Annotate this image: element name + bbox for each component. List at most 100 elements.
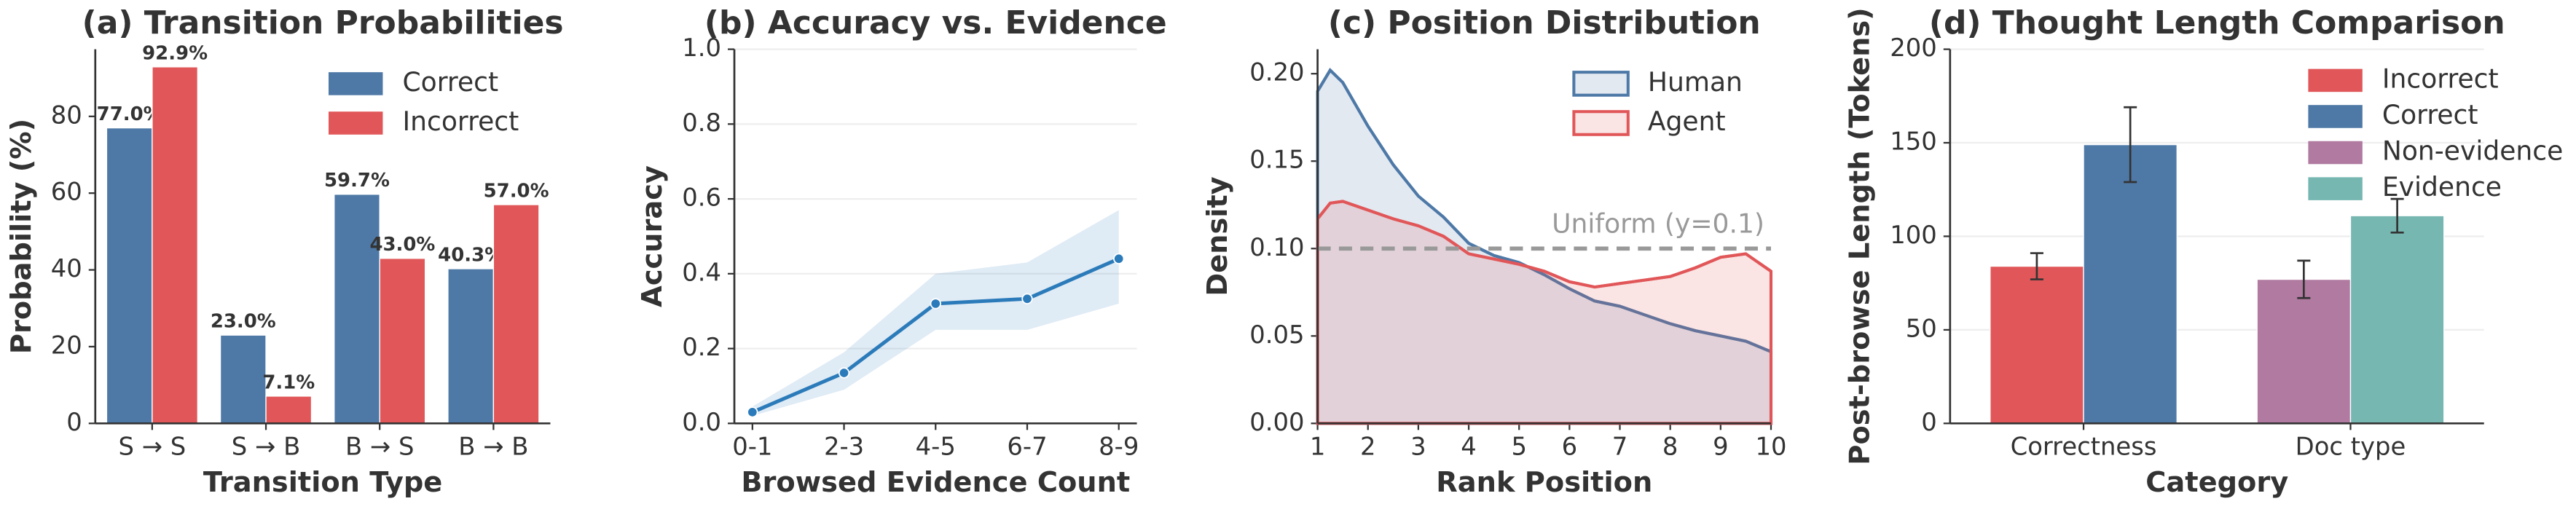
bar bbox=[492, 204, 540, 425]
y-tick-label: 0 bbox=[66, 408, 82, 436]
x-tick-label: 4-5 bbox=[916, 433, 956, 461]
x-tick-label: Doc type bbox=[2296, 433, 2406, 461]
density-line bbox=[1316, 200, 1772, 289]
legend-label: Correct bbox=[2382, 100, 2478, 130]
chart-title: (a) Transition Probabilities bbox=[82, 4, 564, 42]
x-tick-label: 6 bbox=[1562, 433, 1578, 461]
bar bbox=[334, 194, 380, 425]
value-label: 59.7% bbox=[324, 170, 390, 192]
bar bbox=[1990, 265, 2084, 425]
x-tick-label: Correctness bbox=[2011, 433, 2157, 461]
y-tick-label: 50 bbox=[1906, 314, 1937, 342]
point bbox=[747, 406, 758, 418]
bar bbox=[2256, 278, 2352, 425]
y-tick-label: 0.05 bbox=[1249, 320, 1304, 349]
legend-swatch bbox=[2308, 141, 2363, 165]
x-axis-label: Browsed Evidence Count bbox=[741, 466, 1130, 499]
y-tick-label: 0.15 bbox=[1249, 146, 1304, 174]
y-tick-label: 1.0 bbox=[682, 34, 721, 62]
x-tick-label: 8-9 bbox=[1099, 433, 1139, 461]
y-axis-label: Density bbox=[1201, 176, 1234, 296]
y-axis-label: Post-browse Length (Tokens) bbox=[1844, 7, 1877, 465]
chart-title: (d) Thought Length Comparison bbox=[1929, 4, 2505, 42]
x-tick-label: 10 bbox=[1755, 433, 1786, 461]
y-tick-label: 200 bbox=[1890, 34, 1937, 62]
y-tick-label: 0.8 bbox=[682, 109, 721, 137]
legend-swatch bbox=[1572, 71, 1630, 97]
y-tick-label: 20 bbox=[51, 331, 82, 359]
bar bbox=[2083, 143, 2178, 425]
value-label: 57.0% bbox=[484, 180, 549, 202]
x-tick-label: B → B bbox=[458, 433, 528, 461]
y-axis-label: Accuracy bbox=[636, 165, 669, 307]
x-axis-label: Category bbox=[2145, 466, 2288, 499]
legend-swatch bbox=[1572, 110, 1630, 136]
legend-label: Agent bbox=[1648, 106, 1726, 137]
x-tick-label: 4 bbox=[1461, 433, 1477, 461]
x-tick-label: S → B bbox=[232, 433, 300, 461]
y-tick-label: 0.4 bbox=[682, 258, 721, 286]
value-label: 92.9% bbox=[142, 42, 208, 64]
value-label: 7.1% bbox=[262, 371, 315, 393]
x-axis-label: Transition Type bbox=[203, 466, 442, 499]
chart-title: (b) Accuracy vs. Evidence bbox=[704, 4, 1167, 42]
y-tick-label: 60 bbox=[51, 178, 82, 206]
y-tick-label: 100 bbox=[1890, 221, 1937, 249]
x-tick-label: 7 bbox=[1612, 433, 1628, 461]
point bbox=[1021, 293, 1033, 304]
y-tick-label: 0.2 bbox=[682, 333, 721, 361]
x-tick-label: 0-1 bbox=[732, 433, 772, 461]
bar bbox=[2349, 215, 2445, 425]
x-tick-label: 9 bbox=[1713, 433, 1729, 461]
x-tick-label: 2-3 bbox=[824, 433, 864, 461]
bar bbox=[447, 268, 495, 425]
y-axis-label: Probability (%) bbox=[5, 119, 38, 354]
x-tick-label: 6-7 bbox=[1007, 433, 1047, 461]
legend-swatch bbox=[2308, 177, 2363, 200]
x-tick-label: 5 bbox=[1511, 433, 1527, 461]
value-label: 40.3% bbox=[438, 244, 503, 266]
legend-swatch bbox=[329, 111, 383, 135]
y-tick-label: 0.6 bbox=[682, 184, 721, 212]
bar bbox=[219, 334, 267, 425]
value-label: 23.0% bbox=[211, 311, 276, 333]
legend-label: Non-evidence bbox=[2382, 136, 2563, 167]
legend-label: Incorrect bbox=[2382, 63, 2499, 94]
x-tick-label: 3 bbox=[1410, 433, 1426, 461]
bar bbox=[152, 66, 199, 425]
y-tick-label: 150 bbox=[1890, 127, 1937, 156]
bar bbox=[265, 395, 313, 425]
ci-band bbox=[752, 210, 1119, 417]
legend-label: Incorrect bbox=[403, 106, 519, 137]
value-label: 77.0% bbox=[97, 103, 162, 125]
x-axis-label: Rank Position bbox=[1436, 466, 1652, 499]
y-tick-label: 80 bbox=[51, 101, 82, 129]
y-tick-label: 0.00 bbox=[1249, 408, 1304, 436]
bar bbox=[379, 258, 426, 425]
chart-title: (c) Position Distribution bbox=[1328, 4, 1761, 42]
y-tick-label: 0.10 bbox=[1249, 233, 1304, 261]
y-tick-label: 40 bbox=[51, 254, 82, 283]
legend-swatch bbox=[329, 72, 383, 95]
x-tick-label: S → S bbox=[118, 433, 186, 461]
point bbox=[930, 298, 941, 310]
legend-label: Correct bbox=[403, 67, 499, 98]
value-label: 43.0% bbox=[369, 234, 435, 256]
point bbox=[1113, 253, 1125, 264]
x-tick-label: 1 bbox=[1310, 433, 1326, 461]
x-tick-label: B → S bbox=[345, 433, 414, 461]
point bbox=[838, 367, 850, 379]
legend-label: Evidence bbox=[2382, 172, 2502, 202]
y-tick-label: 0.0 bbox=[682, 408, 721, 436]
legend-swatch bbox=[2308, 68, 2363, 92]
x-tick-label: 2 bbox=[1360, 433, 1376, 461]
y-tick-label: 0.20 bbox=[1249, 58, 1304, 87]
x-tick-label: 8 bbox=[1662, 433, 1678, 461]
reference-label: Uniform (y=0.1) bbox=[1552, 209, 1764, 240]
legend-swatch bbox=[2308, 105, 2363, 128]
y-tick-label: 0 bbox=[1921, 408, 1937, 436]
bar bbox=[106, 127, 153, 425]
legend-label: Human bbox=[1648, 67, 1743, 98]
